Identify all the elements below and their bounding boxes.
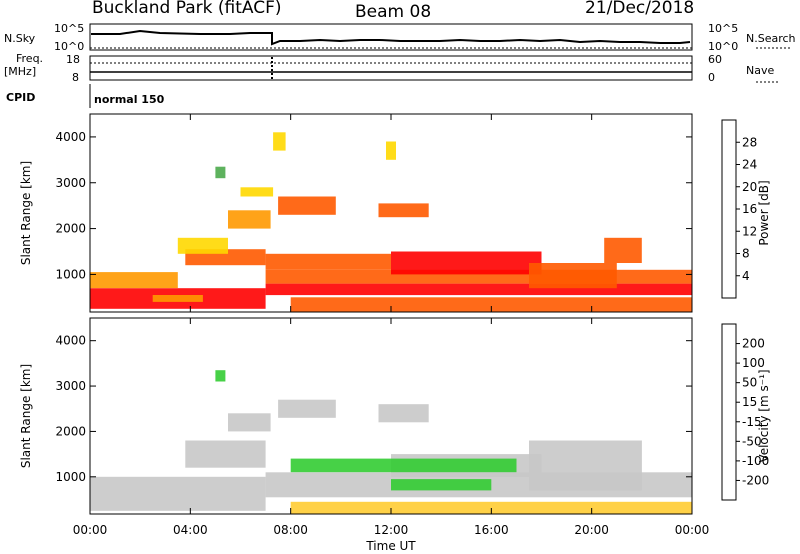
cpid-text: normal 150 <box>94 93 165 106</box>
power-colorbar: 4 8 12 16 20 24 28 <box>721 119 757 299</box>
velocity-region-9 <box>215 370 226 382</box>
velocity-region-11 <box>529 440 642 491</box>
nsearch-tick-top: 10^5 <box>708 22 738 35</box>
velocity-ylabel: Slant Range [km] <box>19 364 33 468</box>
freq-tick-bottom: 8 <box>72 71 79 84</box>
velocity-colorbar-tick-2: -50 <box>742 434 762 448</box>
freq-label-2: [MHz] <box>4 65 36 78</box>
power-region-14 <box>529 263 617 289</box>
velocity-region-8 <box>391 479 492 491</box>
station-title: Buckland Park (fitACF) <box>92 0 282 18</box>
nsearch-label: N.Search <box>746 32 796 45</box>
x-tick-label-3: 12:00 <box>374 523 409 537</box>
nave-tick-bottom: 0 <box>708 71 715 84</box>
power-axes: 1000 2000 3000 4000 <box>55 114 693 312</box>
power-colorbar-tick-1: 8 <box>742 247 750 261</box>
velocity-ytick-label-0: 1000 <box>55 470 86 484</box>
power-colorbar-frame <box>721 119 737 299</box>
nsearch-tick-bottom: 10^0 <box>708 40 738 53</box>
x-tick-label-6: 00:00 <box>675 523 710 537</box>
x-tick-label-1: 04:00 <box>173 523 208 537</box>
velocity-panel: 1000 2000 3000 4000 Slant Range [km] -200 -1… <box>19 317 771 515</box>
power-heatmap-cells <box>90 132 692 312</box>
velocity-colorbar-label: Velocity [m s⁻¹] <box>757 369 771 462</box>
power-region-6 <box>240 187 274 197</box>
power-region-11 <box>278 196 336 215</box>
x-axis-label: Time UT <box>365 539 416 553</box>
beam-title: Beam 08 <box>355 2 431 22</box>
velocity-colorbar-tick-6: 100 <box>742 356 765 370</box>
power-region-8 <box>265 283 692 296</box>
velocity-region-2 <box>228 413 271 432</box>
power-region-13 <box>391 251 542 275</box>
power-region-5 <box>228 210 271 229</box>
power-colorbar-tick-0: 4 <box>742 269 750 283</box>
nsky-trace <box>91 29 691 46</box>
cpid-panel: CPID normal 150 <box>6 84 165 108</box>
power-ytick-label-3: 4000 <box>55 130 86 144</box>
power-colorbar-tick-5: 24 <box>742 158 757 172</box>
x-tick-label-4: 16:00 <box>474 523 509 537</box>
power-ytick-label-0: 1000 <box>55 267 86 281</box>
power-region-10 <box>265 253 391 270</box>
velocity-colorbar-tick-1: -100 <box>742 454 769 468</box>
nsky-panel: N.Sky 10^5 10^0 10^5 10^0 N.Search <box>4 22 796 53</box>
power-region-15 <box>604 237 642 263</box>
freq-panel: Freq. [MHz] 18 8 60 0 Nave <box>4 52 780 84</box>
power-panel: 1000 2000 3000 4000 Slant Range [km] 4 8 12 16… <box>19 113 771 313</box>
velocity-colorbar-frame <box>721 323 737 501</box>
power-region-4 <box>177 237 228 254</box>
velocity-region-1 <box>185 440 266 468</box>
velocity-ytick-label-2: 3000 <box>55 379 86 393</box>
nsky-tick-bottom: 10^0 <box>54 40 84 53</box>
freq-tick-top: 18 <box>66 53 80 66</box>
freq-label-1: Freq. <box>16 52 43 65</box>
velocity-region-0 <box>90 476 266 511</box>
power-colorbar-tick-6: 28 <box>742 135 757 149</box>
velocity-region-5 <box>378 404 429 423</box>
power-colorbar-tick-3: 16 <box>742 202 757 216</box>
velocity-colorbar-tick-3: -15 <box>742 415 762 429</box>
power-ytick-label-2: 3000 <box>55 176 86 190</box>
nsky-label: N.Sky <box>4 32 36 45</box>
x-tick-label-0: 00:00 <box>73 523 108 537</box>
nave-label: Nave <box>746 64 774 77</box>
velocity-axes: 1000 2000 3000 4000 <box>55 318 693 514</box>
velocity-colorbar-tick-0: -200 <box>742 473 769 487</box>
velocity-colorbar-tick-7: 200 <box>742 337 765 351</box>
power-colorbar-tick-4: 20 <box>742 180 757 194</box>
power-region-17 <box>386 141 396 160</box>
power-ylabel: Slant Range [km] <box>19 161 33 265</box>
power-region-12 <box>378 203 429 218</box>
date-title: 21/Dec/2018 <box>585 0 694 18</box>
nave-tick-top: 60 <box>708 53 722 66</box>
nsky-tick-top: 10^5 <box>54 22 84 35</box>
power-ytick-label-1: 2000 <box>55 222 86 236</box>
velocity-region-4 <box>278 399 336 418</box>
velocity-colorbar-tick-5: 50 <box>742 376 757 390</box>
velocity-ytick-label-1: 2000 <box>55 424 86 438</box>
velocity-colorbar: -200 -100 -50 -15 15 50 100 200 <box>721 323 769 501</box>
power-region-18 <box>273 132 286 151</box>
x-axis: 00:00 04:00 08:00 12:00 16:00 20:00 00:00 <box>73 523 710 537</box>
velocity-colorbar-tick-4: 15 <box>742 395 757 409</box>
power-region-7 <box>215 166 226 179</box>
power-region-1 <box>90 272 178 289</box>
power-colorbar-label: Power [dB] <box>757 180 771 245</box>
x-tick-label-5: 20:00 <box>574 523 609 537</box>
velocity-region-7 <box>290 458 517 473</box>
x-tick-label-2: 08:00 <box>273 523 308 537</box>
power-colorbar-tick-2: 12 <box>742 224 757 238</box>
velocity-heatmap-cells <box>90 370 692 515</box>
velocity-ytick-label-3: 4000 <box>55 334 86 348</box>
power-region-2 <box>152 295 203 302</box>
cpid-label: CPID <box>6 91 35 104</box>
